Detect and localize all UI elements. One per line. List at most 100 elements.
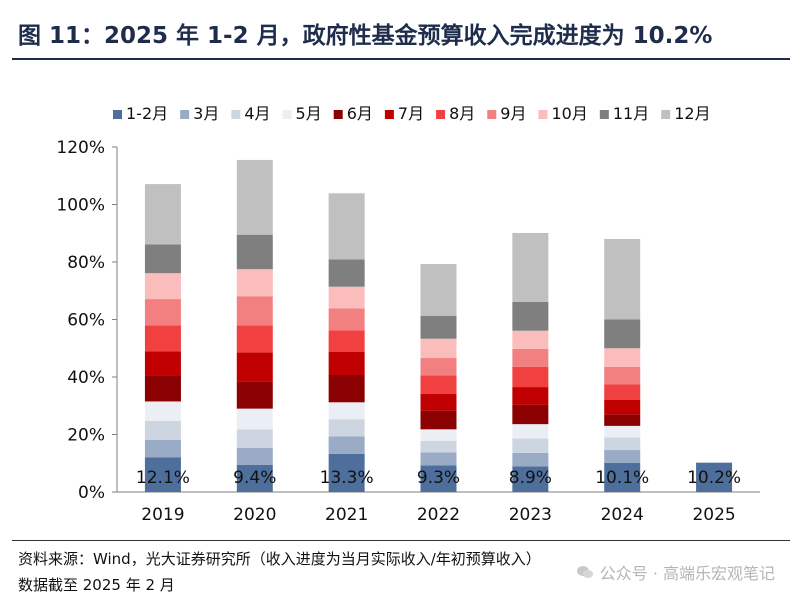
bar-segment xyxy=(144,375,181,402)
y-tick-label: 120% xyxy=(56,138,105,158)
legend-item: 10月 xyxy=(538,104,588,123)
bar-segment xyxy=(328,436,365,454)
legend-item: 6月 xyxy=(333,104,373,123)
bar-segment xyxy=(696,462,733,492)
legend-label: 8月 xyxy=(449,104,475,123)
bar-segment xyxy=(236,159,273,235)
bar-segment xyxy=(604,437,641,451)
bar-segment xyxy=(144,244,181,274)
legend-item: 5月 xyxy=(282,104,322,123)
y-tick-label: 60% xyxy=(67,311,105,331)
bar-segment xyxy=(604,414,641,426)
data-labels-group: 12.1% 9.4% 13.3% 9.3% 8.9% 10.1% 10.2% xyxy=(136,468,741,488)
chart-legend: 1-2月 3月 4月 5月 6月 7月 8月 9月 10月 11月 12月 xyxy=(113,104,711,123)
bar-segment xyxy=(328,453,365,492)
bar-segment xyxy=(420,465,457,492)
bar-segment xyxy=(420,315,457,339)
bar-segment xyxy=(420,264,457,316)
x-tick-label: 2020 xyxy=(233,505,276,525)
bar-segment xyxy=(144,184,181,245)
y-tick-label: 0% xyxy=(78,483,105,503)
bar-segment xyxy=(328,374,365,403)
bar-segment xyxy=(144,401,181,421)
legend-item: 7月 xyxy=(384,104,424,123)
bar-segment xyxy=(328,286,365,309)
stacked-bar-chart: 1-2月 3月 4月 5月 6月 7月 8月 9月 10月 11月 12月 0% 20% 40% 60% 8… xyxy=(56,104,760,525)
legend-item: 9月 xyxy=(487,104,526,123)
legend-swatch xyxy=(487,110,497,119)
bar-segment xyxy=(512,301,549,331)
legend-label: 11月 xyxy=(613,104,649,123)
data-label: 10.1% xyxy=(595,468,649,488)
legend-swatch xyxy=(436,110,446,119)
bar-segment xyxy=(236,447,273,465)
bar-segment xyxy=(236,296,273,326)
legend-swatch xyxy=(661,110,671,119)
bar-segment xyxy=(512,438,549,453)
bar-segment xyxy=(328,193,365,260)
x-tick-label: 2025 xyxy=(692,505,735,525)
bar-segment xyxy=(604,239,641,320)
bar-segment xyxy=(604,400,641,415)
watermark-text: 公众号 · 高端乐宏观笔记 xyxy=(599,564,775,583)
bar-segment xyxy=(236,429,273,448)
legend-label: 10月 xyxy=(551,104,587,123)
x-tick-label: 2024 xyxy=(601,505,644,525)
bar-segment xyxy=(236,408,273,430)
y-tick-label: 40% xyxy=(67,368,105,388)
legend-label: 4月 xyxy=(244,104,270,123)
legend-swatch xyxy=(538,110,548,119)
legend-swatch xyxy=(282,110,292,119)
bar-segment xyxy=(420,429,457,441)
legend-swatch xyxy=(231,110,241,119)
bar-segment xyxy=(512,424,549,439)
data-label: 9.4% xyxy=(233,468,276,488)
legend-item: 8月 xyxy=(436,104,475,123)
watermark: 公众号 · 高端乐宏观笔记 xyxy=(576,560,775,584)
bar-segment xyxy=(420,452,457,466)
bar-segment xyxy=(604,450,641,463)
legend-label: 5月 xyxy=(296,104,322,123)
bars-group xyxy=(144,159,733,492)
bar-segment xyxy=(144,420,181,440)
bar-segment xyxy=(512,232,549,302)
bar-segment xyxy=(512,387,549,405)
bar-segment xyxy=(144,351,181,376)
x-tick-label: 2019 xyxy=(141,505,184,525)
bar-segment xyxy=(604,366,641,385)
y-tick-label: 20% xyxy=(67,426,105,446)
title-divider xyxy=(12,58,790,60)
bar-segment xyxy=(328,259,365,287)
footer-divider xyxy=(12,540,790,541)
legend-swatch xyxy=(384,110,394,119)
legend-swatch xyxy=(113,110,122,119)
y-axis: 0% 20% 40% 60% 80% 100% 120% xyxy=(56,138,118,503)
legend-label: 1-2月 xyxy=(126,104,168,123)
bar-segment xyxy=(144,299,181,326)
legend-label: 3月 xyxy=(193,104,219,123)
legend-item: 3月 xyxy=(180,104,219,123)
data-label: 10.2% xyxy=(687,468,741,488)
bar-segment xyxy=(144,273,181,300)
legend-label: 7月 xyxy=(398,104,424,123)
chart-title: 图 11：2025 年 1-2 月，政府性基金预算收入完成进度为 10.2% xyxy=(18,23,713,49)
bar-segment xyxy=(236,464,273,492)
x-axis: 2019 2020 2021 2022 2023 2024 2025 xyxy=(117,491,760,525)
bar-segment xyxy=(328,402,365,420)
data-label: 8.9% xyxy=(509,468,552,488)
legend-label: 12月 xyxy=(674,104,710,123)
bar-segment xyxy=(328,419,365,437)
bar-segment xyxy=(420,410,457,430)
bar-segment xyxy=(144,325,181,352)
y-tick-label: 100% xyxy=(56,196,105,216)
bar-segment xyxy=(328,330,365,352)
bar-segment xyxy=(328,308,365,331)
bar-segment xyxy=(604,384,641,400)
data-label: 12.1% xyxy=(136,468,190,488)
bar-segment xyxy=(512,348,549,367)
legend-swatch xyxy=(333,110,343,119)
bar-segment xyxy=(420,338,457,359)
bar-segment xyxy=(512,330,549,349)
x-tick-label: 2021 xyxy=(325,505,368,525)
bar-segment xyxy=(512,452,549,467)
